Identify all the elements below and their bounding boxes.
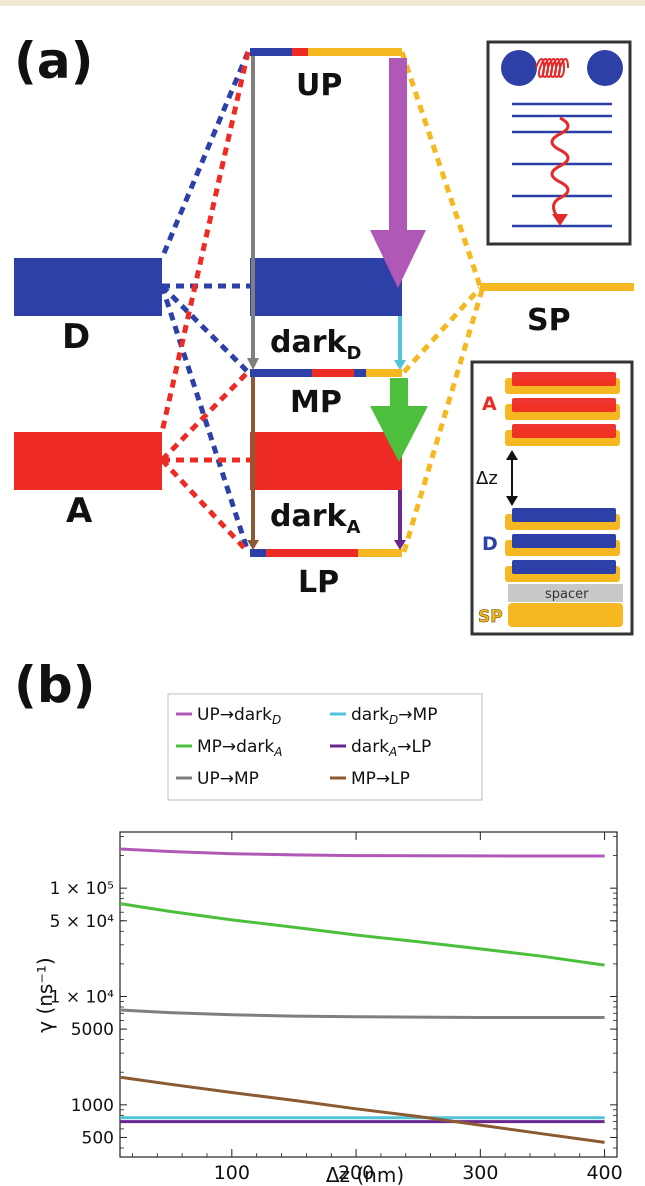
- y-tick-label: 5 × 10⁴: [50, 912, 114, 932]
- y-ticks: 500 1000 5000 1 × 10⁴ 5 × 10⁴ 1 × 10⁵: [50, 836, 617, 1148]
- top-border: [0, 0, 645, 6]
- panel-a-label: (a): [14, 32, 93, 90]
- inset-a-label: A: [482, 393, 497, 415]
- panel-b: (b) UP→darkD darkD→MP MP→darkA darkA→LP UP→M…: [14, 656, 623, 1186]
- y-tick-label: 1000: [71, 1096, 114, 1116]
- mp-level: [250, 369, 402, 377]
- x-tick-label: 100: [214, 1162, 250, 1184]
- connector-sp-mp: [402, 286, 482, 374]
- spacer-layer: [508, 584, 623, 602]
- legend-items: UP→darkD darkD→MP MP→darkA darkA→LP UP→MP MP→…: [176, 705, 437, 789]
- photon-wave-icon: [550, 116, 570, 219]
- connector-d-up: [159, 51, 251, 259]
- dark-a-label: darkA: [270, 499, 360, 538]
- plot-frame: [119, 831, 618, 1158]
- sp-layer: [508, 603, 623, 627]
- mp-label: MP: [290, 385, 342, 420]
- arrow-up-dark-d: [389, 58, 407, 232]
- inset-fret: [486, 40, 632, 246]
- series-lines: [119, 847, 605, 1144]
- connector-a-up: [159, 51, 251, 433]
- inset-d-label: D: [482, 533, 498, 555]
- donor-layers: [505, 508, 620, 582]
- donor-circle: [501, 50, 537, 86]
- acceptor-level-bar: [14, 432, 162, 490]
- x-tick-label: 200: [338, 1162, 374, 1184]
- legend-label: UP→darkD: [197, 705, 281, 727]
- connector-a-lp: [160, 458, 250, 554]
- x-axis-label: Δz (nm): [326, 1163, 404, 1186]
- sp-label: SP: [527, 303, 571, 338]
- connector-d-lp: [159, 285, 251, 553]
- spacer-label: spacer: [545, 587, 589, 602]
- legend-label: darkA→LP: [351, 737, 431, 759]
- acceptor-circle: [587, 50, 623, 86]
- lp-label: LP: [298, 565, 339, 600]
- x-tick-label: 300: [462, 1162, 498, 1184]
- y-tick-label: 500: [82, 1128, 114, 1148]
- dark-a-bar: [250, 432, 402, 490]
- legend: UP→darkD darkD→MP MP→darkA darkA→LP UP→MP MP→…: [167, 693, 483, 801]
- donor-level-bar: [14, 258, 162, 316]
- legend-label: MP→darkA: [197, 737, 282, 759]
- acceptor-layers: [505, 372, 620, 446]
- series-line-5: [119, 1075, 605, 1144]
- dark-d-label: darkD: [270, 325, 361, 364]
- x-tick-label: 400: [586, 1162, 622, 1184]
- sp-level-bar: [480, 283, 634, 291]
- up-label: UP: [296, 68, 342, 103]
- y-tick-label: 1 × 10⁵: [50, 879, 114, 899]
- connector-sp-lp: [401, 289, 485, 553]
- inset-sp-label: SP: [478, 607, 503, 627]
- panel-b-label: (b): [14, 656, 96, 714]
- acceptor-label: A: [66, 491, 93, 531]
- legend-label: darkD→MP: [351, 705, 437, 727]
- y-axis-label: γ (ns⁻¹): [33, 957, 57, 1032]
- connector-a-mp: [160, 370, 250, 462]
- transition-arrows: [247, 56, 428, 550]
- inset-stack: A Δz D spacer SP: [470, 360, 634, 636]
- x-ticks: 100 200 300 400: [132, 832, 623, 1184]
- plot-area: 500 1000 5000 1 × 10⁴ 5 × 10⁴ 1 × 10⁵ 100 200 3…: [50, 831, 623, 1184]
- legend-label: MP→LP: [351, 769, 410, 789]
- dark-d-bar: [250, 258, 402, 316]
- panel-a: (a) D A SP: [14, 32, 634, 636]
- up-level: [250, 48, 402, 56]
- spring-icon: [535, 58, 569, 78]
- inset-dz-label: Δz: [476, 468, 498, 489]
- series-line-4: [119, 1008, 605, 1019]
- connector-d-mp: [160, 284, 250, 374]
- legend-label: UP→MP: [197, 769, 259, 789]
- series-line-2: [119, 902, 605, 967]
- lp-level: [250, 549, 402, 557]
- connector-lines: [159, 51, 485, 554]
- y-tick-label: 5000: [71, 1020, 114, 1040]
- arrow-mp-dark-a: [390, 378, 408, 408]
- y-tick-label: 1 × 10⁴: [50, 988, 114, 1008]
- series-line-0: [119, 847, 605, 858]
- donor-label: D: [62, 317, 90, 357]
